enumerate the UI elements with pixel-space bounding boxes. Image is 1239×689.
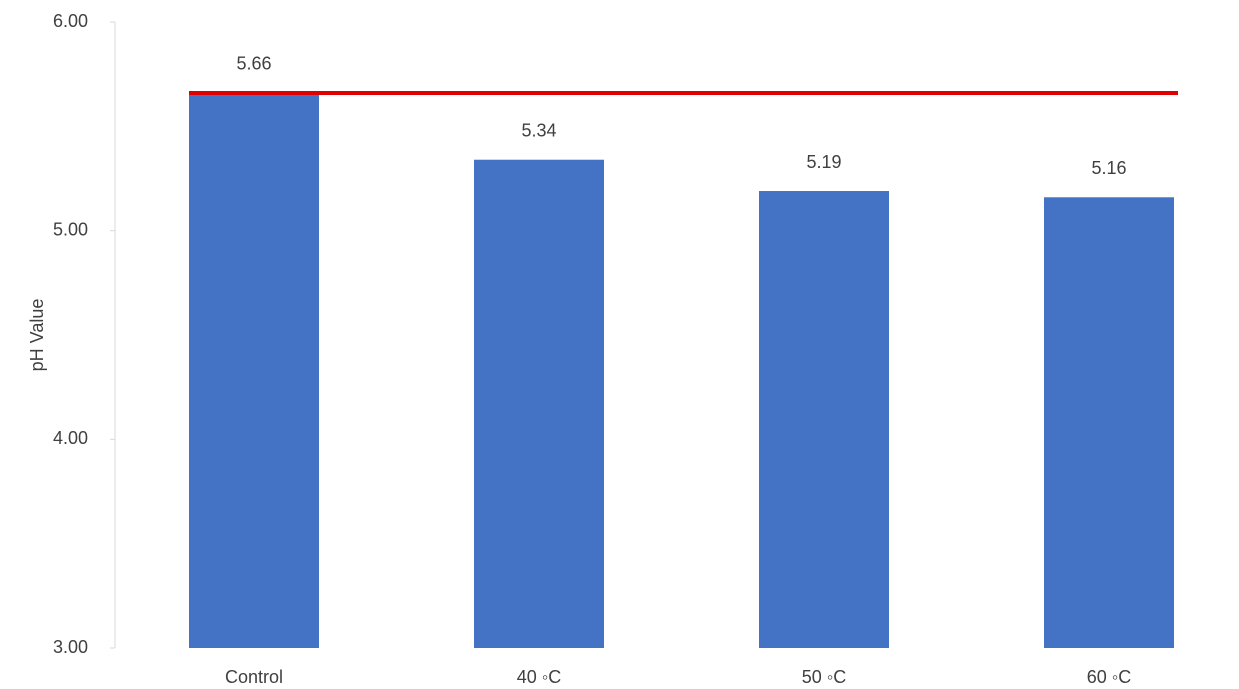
value-label: 5.16 [1091, 158, 1126, 178]
y-tick-label: 4.00 [53, 428, 88, 448]
x-tick-label: 50 ◦C [802, 667, 846, 687]
bar [189, 92, 319, 649]
y-tick-label: 6.00 [53, 11, 88, 31]
x-tick-label: Control [225, 667, 283, 687]
value-label: 5.66 [236, 54, 271, 74]
y-axis-title: pH Value [27, 299, 47, 372]
x-tick-label: 60 ◦C [1087, 667, 1131, 687]
bar [759, 191, 889, 648]
bar [1044, 197, 1174, 648]
y-tick-label: 5.00 [53, 219, 88, 239]
x-tick-label: 40 ◦C [517, 667, 561, 687]
value-label: 5.19 [806, 152, 841, 172]
value-label: 5.34 [521, 120, 556, 140]
bar [474, 159, 604, 648]
y-tick-label: 3.00 [53, 637, 88, 657]
